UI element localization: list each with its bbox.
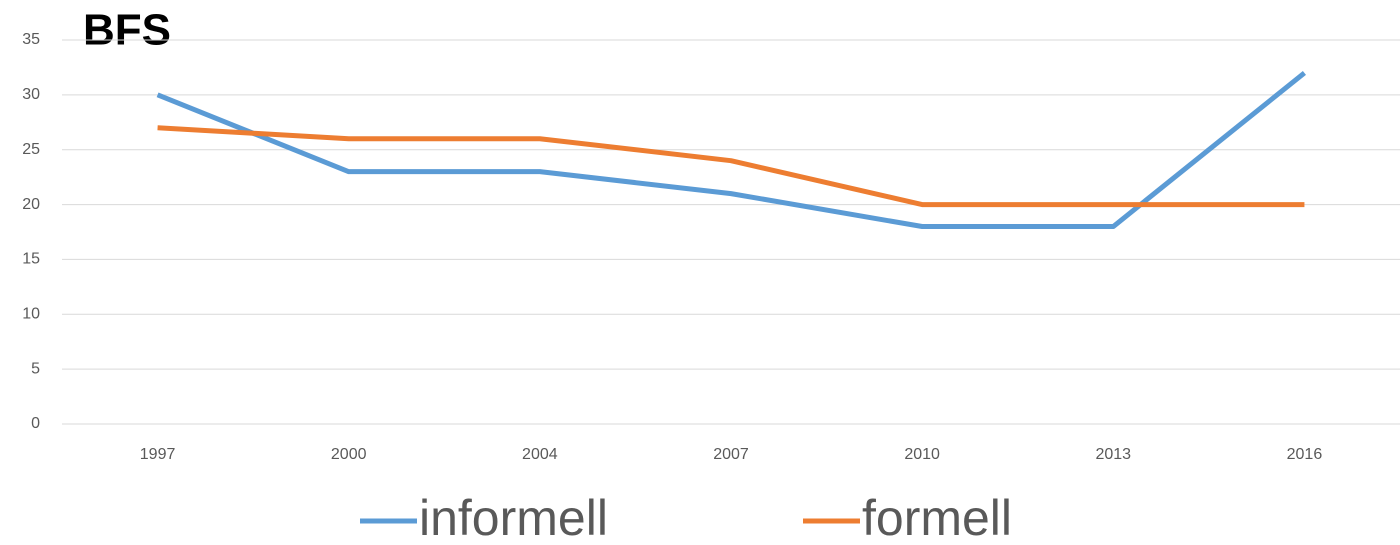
x-tick-label: 2013: [1095, 446, 1131, 463]
data-line: [157, 125, 1305, 208]
y-tick-label: 30: [22, 86, 40, 103]
y-tick-label: 0: [31, 415, 40, 432]
legend-label: informell: [419, 490, 608, 545]
data-line: [156, 70, 1306, 230]
chart-title: BFS: [83, 6, 171, 55]
x-tick-label: 2004: [522, 446, 558, 463]
legend-label: formell: [862, 490, 1012, 545]
y-tick-label: 25: [22, 141, 40, 158]
y-tick-label: 35: [22, 31, 40, 48]
y-tick-label: 15: [22, 251, 40, 268]
x-tick-label: 1997: [140, 446, 176, 463]
y-tick-label: 20: [22, 196, 40, 213]
x-tick-label: 2010: [904, 446, 940, 463]
y-tick-label: 5: [31, 360, 40, 377]
x-tick-label: 2007: [713, 446, 749, 463]
x-tick-label: 2016: [1287, 446, 1323, 463]
y-tick-label: 10: [22, 306, 40, 323]
x-tick-label: 2000: [331, 446, 367, 463]
